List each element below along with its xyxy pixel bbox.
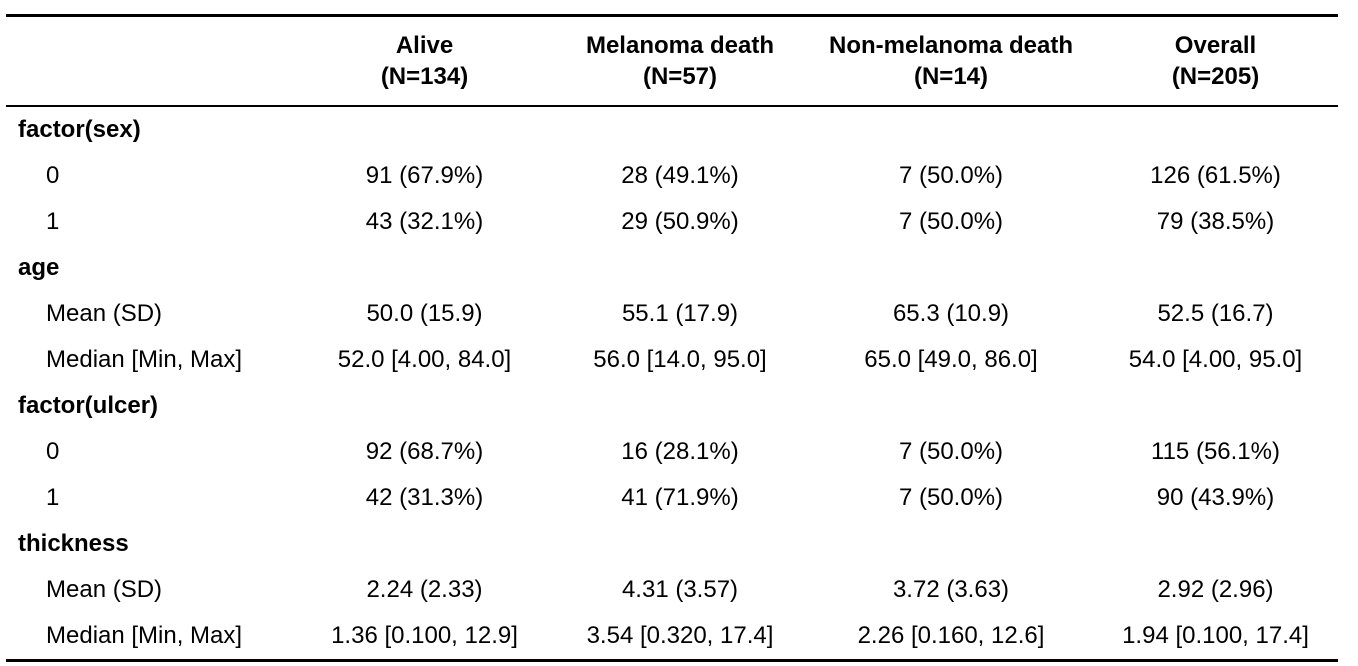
cell-melanoma: 56.0 [14.0, 95.0] (593, 346, 767, 373)
cell-alive: 92 (68.7%) (365, 438, 484, 465)
empty-cell (1093, 521, 1338, 567)
empty-cell (298, 106, 551, 153)
empty-cell (551, 106, 809, 153)
table-row: Median [Min, Max] 1.36 [0.100, 12.9] 3.54 … (6, 613, 1338, 659)
cell-overall: 52.5 (16.7) (1157, 300, 1274, 327)
empty-cell (1093, 106, 1338, 153)
cell-melanoma: 28 (49.1%) (621, 162, 739, 189)
table-row: 0 92 (68.7%) 16 (28.1%) 7 (50.0%) 115 (56.1%… (6, 429, 1338, 475)
cell-melanoma: 16 (28.1%) (621, 438, 739, 465)
empty-cell (298, 521, 551, 567)
table-row: 0 91 (67.9%) 28 (49.1%) 7 (50.0%) 126 (61.5%… (6, 153, 1338, 199)
empty-cell (809, 521, 1093, 567)
variable-label: factor(ulcer) (18, 392, 159, 419)
cell-melanoma: 41 (71.9%) (621, 484, 739, 511)
variable-row: factor(ulcer) (6, 383, 1338, 429)
row-label: Median [Min, Max] (46, 622, 243, 649)
variable-label: thickness (18, 530, 129, 557)
header-cell-alive: Alive (N=134) (298, 17, 551, 107)
column-label: Non-melanoma death (828, 32, 1074, 59)
empty-cell (809, 245, 1093, 291)
variable-row: age (6, 245, 1338, 291)
row-label: 1 (46, 208, 60, 235)
summary-table: Alive (N=134) Melanoma death (N=57) Non-… (6, 17, 1338, 659)
cell-alive: 2.24 (2.33) (366, 576, 483, 603)
cell-alive: 43 (32.1%) (365, 208, 484, 235)
row-label: Mean (SD) (46, 576, 163, 603)
variable-row: factor(sex) (6, 106, 1338, 153)
variable-row: thickness (6, 521, 1338, 567)
empty-cell (1093, 245, 1338, 291)
column-count: (N=134) (380, 63, 469, 90)
header-cell-non-melanoma-death: Non-melanoma death (N=14) (809, 17, 1093, 107)
empty-cell (551, 521, 809, 567)
cell-melanoma: 55.1 (17.9) (621, 300, 739, 327)
column-label: Alive (395, 32, 454, 59)
empty-cell (551, 245, 809, 291)
cell-alive: 42 (31.3%) (365, 484, 484, 511)
table-row: 1 42 (31.3%) 41 (71.9%) 7 (50.0%) 90 (43.9%) (6, 475, 1338, 521)
cell-nonmelanoma: 65.0 [49.0, 86.0] (864, 346, 1038, 373)
table-row: Mean (SD) 2.24 (2.33) 4.31 (3.57) 3.72 (3.6… (6, 567, 1338, 613)
cell-nonmelanoma: 7 (50.0%) (898, 162, 1004, 189)
cell-melanoma: 4.31 (3.57) (621, 576, 739, 603)
cell-alive: 50.0 (15.9) (366, 300, 483, 327)
empty-cell (809, 106, 1093, 153)
empty-cell (298, 245, 551, 291)
header-row: Alive (N=134) Melanoma death (N=57) Non-… (6, 17, 1338, 107)
cell-nonmelanoma: 7 (50.0%) (898, 438, 1004, 465)
cell-alive: 52.0 [4.00, 84.0] (337, 346, 512, 373)
variable-label: age (18, 254, 60, 281)
column-count: (N=14) (913, 63, 989, 90)
cell-alive: 1.36 [0.100, 12.9] (331, 622, 518, 649)
cell-overall: 79 (38.5%) (1156, 208, 1275, 235)
empty-cell (809, 383, 1093, 429)
cell-nonmelanoma: 7 (50.0%) (898, 208, 1004, 235)
table-header: Alive (N=134) Melanoma death (N=57) Non-… (6, 17, 1338, 107)
cell-nonmelanoma: 2.26 [0.160, 12.6] (857, 622, 1045, 649)
table-row: 1 43 (32.1%) 29 (50.9%) 7 (50.0%) 79 (38.5%) (6, 199, 1338, 245)
row-label: 0 (46, 162, 60, 189)
table-body: factor(sex) 0 91 (67.9%) 28 (49.1%) 7 (50.0%… (6, 106, 1338, 659)
cell-melanoma: 29 (50.9%) (621, 208, 739, 235)
column-count: (N=57) (642, 63, 718, 90)
cell-nonmelanoma: 7 (50.0%) (898, 484, 1004, 511)
summary-table-container: Alive (N=134) Melanoma death (N=57) Non-… (6, 14, 1338, 662)
table-row: Median [Min, Max] 52.0 [4.00, 84.0] 56.0 [… (6, 337, 1338, 383)
cell-melanoma: 3.54 [0.320, 17.4] (586, 622, 774, 649)
header-cell-melanoma-death: Melanoma death (N=57) (551, 17, 809, 107)
column-label: Melanoma death (585, 32, 775, 59)
row-label: 0 (46, 438, 60, 465)
empty-cell (551, 383, 809, 429)
cell-overall: 2.92 (2.96) (1157, 576, 1274, 603)
cell-overall: 115 (56.1%) (1151, 438, 1280, 465)
cell-overall: 90 (43.9%) (1156, 484, 1275, 511)
header-cell-overall: Overall (N=205) (1093, 17, 1338, 107)
row-label: Median [Min, Max] (46, 346, 243, 373)
table-row: Mean (SD) 50.0 (15.9) 55.1 (17.9) 65.3 (10.… (6, 291, 1338, 337)
header-cell-empty (6, 17, 298, 107)
empty-cell (1093, 383, 1338, 429)
empty-cell (298, 383, 551, 429)
variable-label: factor(sex) (18, 116, 141, 143)
cell-overall: 126 (61.5%) (1150, 162, 1281, 189)
cell-overall: 1.94 [0.100, 17.4] (1122, 622, 1309, 649)
cell-nonmelanoma: 3.72 (3.63) (892, 576, 1010, 603)
row-label: 1 (46, 484, 60, 511)
column-label: Overall (1174, 32, 1257, 59)
cell-overall: 54.0 [4.00, 95.0] (1128, 346, 1303, 373)
column-count: (N=205) (1171, 63, 1260, 90)
cell-alive: 91 (67.9%) (365, 162, 484, 189)
row-label: Mean (SD) (46, 300, 163, 327)
cell-nonmelanoma: 65.3 (10.9) (892, 300, 1010, 327)
